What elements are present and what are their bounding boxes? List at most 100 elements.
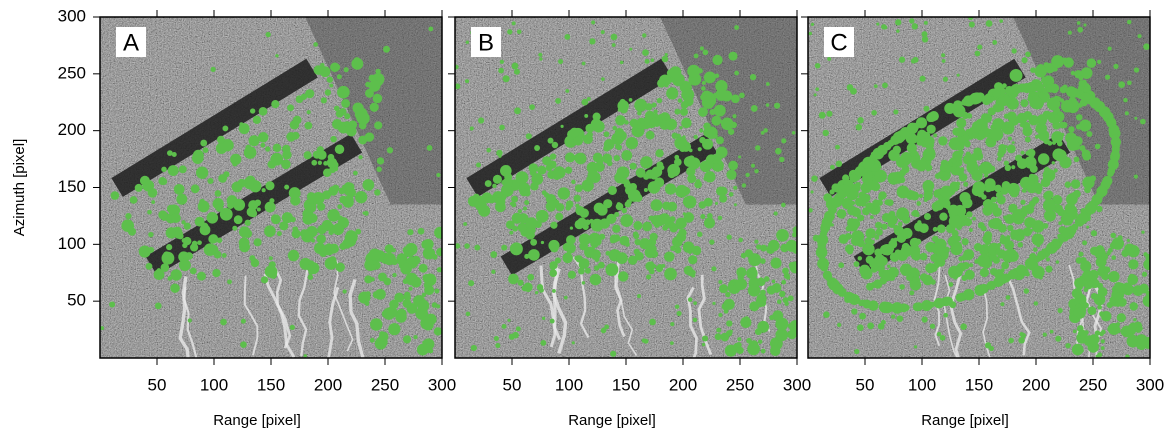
detection [1077, 27, 1083, 33]
detection [239, 237, 250, 248]
detection [1077, 213, 1088, 224]
detection [781, 280, 786, 285]
detection [506, 169, 511, 174]
detection [980, 268, 989, 277]
detection [906, 274, 913, 281]
detection [702, 139, 713, 150]
detection [682, 135, 685, 138]
detection [932, 205, 939, 212]
detection [895, 19, 901, 25]
detection [529, 104, 535, 110]
x-tick-label: 100 [555, 375, 583, 394]
detection [523, 207, 527, 211]
detection [655, 149, 663, 157]
detection [677, 311, 682, 316]
detection [928, 267, 933, 272]
detection [704, 217, 715, 228]
detection [924, 21, 928, 25]
detection [704, 72, 716, 84]
detection [125, 213, 131, 219]
detection [990, 128, 1003, 141]
detection [984, 231, 992, 239]
detection [1002, 262, 1007, 267]
detection [972, 133, 978, 139]
detection [1071, 98, 1077, 104]
detection [909, 290, 914, 295]
detection [659, 213, 670, 224]
y-tick-label: 150 [58, 177, 86, 196]
detection [1133, 337, 1138, 342]
detection [1018, 242, 1023, 247]
detection [1036, 189, 1041, 194]
sar-image [454, 17, 802, 364]
detection [265, 265, 278, 278]
detection [1000, 235, 1004, 239]
detection [911, 250, 921, 260]
detection [952, 230, 959, 237]
detection [330, 62, 340, 72]
detection [729, 192, 734, 197]
detection [907, 145, 914, 152]
detection [599, 218, 609, 228]
detection [925, 154, 932, 161]
detection [195, 217, 205, 227]
detection [1038, 153, 1050, 165]
detection [992, 207, 1001, 216]
detection [970, 171, 974, 175]
detection [911, 137, 918, 144]
detection [890, 252, 899, 261]
detection [645, 59, 650, 64]
detection [146, 263, 153, 270]
detection [814, 93, 817, 96]
detection [1063, 57, 1067, 61]
detection [322, 220, 333, 231]
detection [603, 145, 610, 152]
panel: B50100150200250300Range [pixel] [448, 10, 811, 429]
detection [728, 128, 734, 134]
detection [1046, 85, 1053, 92]
detection [385, 244, 394, 253]
detection [618, 271, 628, 281]
detection [374, 189, 380, 195]
detection [792, 232, 797, 237]
detection [999, 19, 1003, 23]
detection [979, 246, 985, 252]
detection [845, 233, 852, 240]
detection [565, 89, 569, 93]
detection [1101, 346, 1105, 350]
detection [755, 328, 762, 335]
detection [1134, 117, 1137, 120]
detection [436, 304, 440, 308]
detection [822, 217, 833, 228]
detection [949, 215, 962, 228]
detection [1111, 149, 1119, 157]
detection [217, 136, 225, 144]
detection [1108, 271, 1119, 282]
detection [319, 249, 327, 257]
detection [694, 135, 698, 139]
detection [1010, 101, 1017, 108]
detection [502, 195, 507, 200]
detection [1065, 343, 1070, 348]
detection [261, 276, 268, 283]
detection [508, 274, 519, 285]
detection [909, 18, 914, 23]
detection [609, 264, 615, 270]
detection [227, 202, 234, 209]
detection [862, 207, 870, 215]
detection [239, 123, 250, 134]
detection [1128, 259, 1138, 269]
detection [148, 247, 154, 253]
detection [207, 178, 213, 184]
detection [245, 220, 251, 226]
detection [491, 270, 495, 274]
detection [899, 177, 905, 183]
detection [899, 209, 905, 215]
detection [683, 212, 686, 215]
detection [781, 138, 786, 143]
detection [815, 63, 821, 69]
detection [742, 183, 746, 187]
detection [436, 248, 444, 256]
detection [880, 191, 884, 195]
detection [731, 282, 735, 286]
